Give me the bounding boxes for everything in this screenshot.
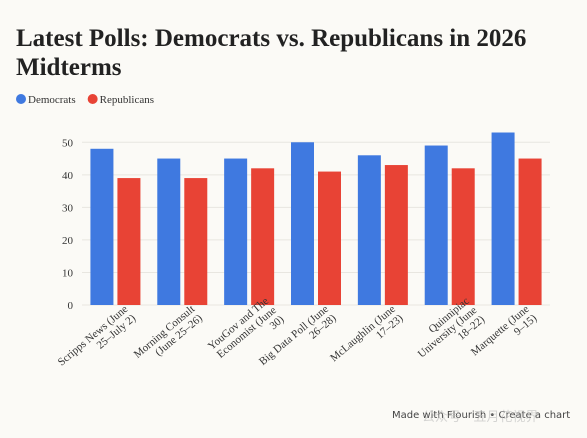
bar bbox=[424, 145, 448, 305]
chart-title: Latest Polls: Democrats vs. Republicans … bbox=[16, 25, 526, 81]
y-tick-label: 0 bbox=[68, 300, 74, 312]
bar bbox=[117, 178, 141, 305]
x-tick-label: Marquette (June9–15) bbox=[469, 303, 540, 368]
bar bbox=[157, 158, 181, 305]
bar bbox=[318, 171, 341, 305]
x-tick-label: McLaughlin (June17–23) bbox=[328, 303, 406, 374]
legend-label: Republicans bbox=[100, 94, 154, 106]
legend-swatch bbox=[87, 94, 98, 104]
bar bbox=[184, 178, 208, 305]
legend-label: Democrats bbox=[28, 94, 76, 106]
bar bbox=[90, 148, 114, 305]
y-tick-label: 30 bbox=[62, 202, 74, 214]
bar bbox=[451, 168, 475, 305]
y-tick-label: 50 bbox=[62, 137, 74, 149]
legend-swatch bbox=[16, 94, 26, 104]
y-tick-label: 10 bbox=[62, 267, 74, 279]
bar bbox=[518, 158, 542, 305]
bar bbox=[491, 132, 515, 305]
bar bbox=[384, 165, 408, 305]
bar bbox=[291, 142, 314, 305]
bar bbox=[224, 158, 248, 305]
watermark: 公众号 · 五月花视界 bbox=[422, 409, 538, 425]
bar bbox=[251, 168, 275, 305]
y-tick-label: 40 bbox=[62, 170, 74, 182]
footer[interactable]: Made with Flourish • Create a chart bbox=[392, 410, 570, 421]
x-tick-label: Scripps News (June25–July 2) bbox=[56, 303, 139, 378]
bar bbox=[357, 155, 381, 305]
y-tick-label: 20 bbox=[62, 235, 74, 247]
x-tick-label: Morning Consult(June 25–26) bbox=[132, 303, 206, 370]
